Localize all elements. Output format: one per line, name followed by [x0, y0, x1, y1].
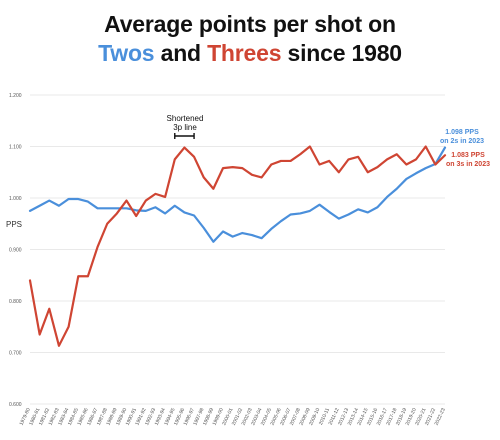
y-tick-labels: 0.600 0.700 0.800 0.900 1.000 1.100 1.200 [9, 93, 22, 408]
y-axis-label: PPS [6, 220, 22, 229]
grid-layer [30, 94, 445, 405]
title-threes: Threes [207, 40, 282, 66]
title-twos: Twos [98, 40, 155, 66]
annotations: Shortened 3p line 1.098 PPS on 2s in 202… [167, 114, 491, 168]
y-tick-label: 0.700 [9, 351, 22, 357]
title-line-1: Average points per shot on [104, 11, 396, 37]
y-tick-label: 1.000 [9, 196, 22, 202]
y-tick-label: 1.200 [9, 93, 22, 99]
series-line-threes [28, 145, 447, 347]
twos-end-label-1: 1.098 PPS [445, 129, 479, 136]
title-rest: since 1980 [281, 40, 403, 66]
series-layer [28, 145, 447, 347]
shortened-bracket [174, 133, 195, 139]
y-tick-label: 1.100 [9, 145, 22, 151]
y-tick-label: 0.900 [9, 248, 22, 254]
series-line-twos [28, 146, 447, 243]
twos-end-label-2: on 2s in 2023 [440, 138, 484, 145]
threes-end-label-1: 1.083 PPS [451, 152, 485, 159]
x-tick-labels: 1979-801980-811981-821982-831983-841984-… [19, 407, 447, 426]
shortened-label-2: 3p line [173, 123, 197, 132]
chart-title: Average points per shot on Twos and Thre… [0, 10, 500, 68]
y-tick-label: 0.600 [9, 402, 22, 408]
title-and: and [154, 40, 208, 66]
threes-end-label-2: on 3s in 2023 [446, 161, 490, 168]
shortened-label-1: Shortened [167, 114, 204, 123]
y-tick-label: 0.800 [9, 299, 22, 305]
title-line-2: Twos and Threes since 1980 [0, 39, 500, 68]
